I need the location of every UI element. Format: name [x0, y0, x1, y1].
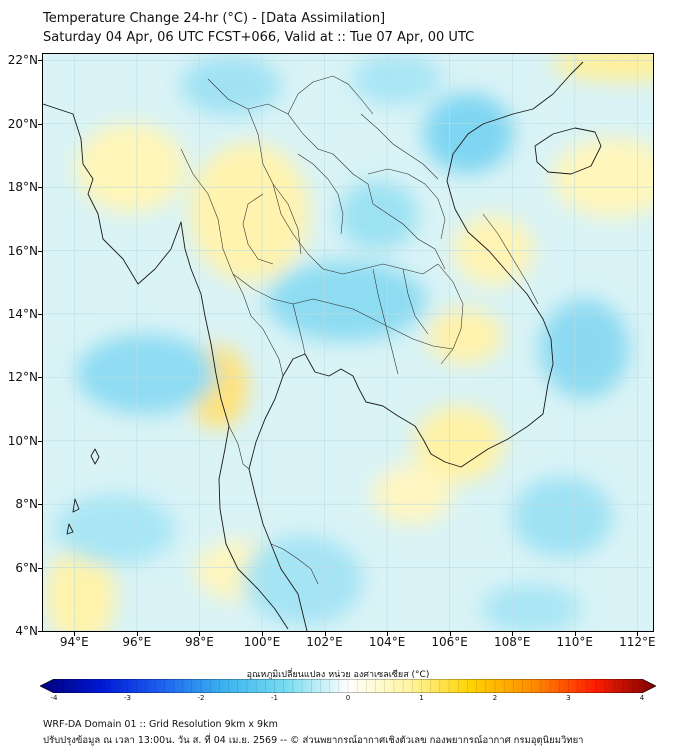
field-blob [189, 142, 310, 283]
lat-label: 22°N [7, 53, 38, 68]
lat-label: 6°N [15, 560, 38, 575]
colorbar-label: อุณหภูมิเปลี่ยนแปลง หน่วย องศาเซลเซียส (… [246, 670, 430, 680]
temperature-change-map[interactable] [42, 53, 654, 632]
lon-label: 100°E [243, 635, 281, 649]
lon-label: 98°E [184, 635, 214, 649]
colorbar-tick-label: -4 [50, 694, 58, 702]
field-blob [414, 405, 505, 482]
lat-tick [38, 123, 42, 125]
lon-tick [637, 632, 639, 636]
field-blob [539, 298, 630, 399]
colorbar-tick-label: 0 [345, 694, 351, 702]
lon-tick [449, 632, 451, 636]
field-blob [266, 261, 427, 342]
colorbar-tick-label: -1 [271, 694, 278, 702]
lat-tick [38, 440, 42, 442]
lon-label: 96°E [122, 635, 152, 649]
lat-label: 20°N [7, 116, 38, 131]
field-blob [337, 180, 418, 251]
chart-title: Temperature Change 24-hr (°C) - [Data As… [43, 11, 386, 26]
lon-label: 106°E [431, 635, 468, 649]
lon-tick [387, 632, 389, 636]
lat-tick [38, 187, 42, 189]
island-coastline [72, 498, 80, 513]
colorbar-fill [40, 679, 656, 693]
chart-subtitle: Saturday 04 Apr, 06 UTC FCST+066, Valid … [43, 30, 475, 45]
colorbar-tick-label: 1 [419, 694, 424, 702]
field-blob [512, 476, 613, 557]
colorbar-tick-label: -3 [124, 694, 131, 702]
lat-tick [38, 250, 42, 252]
lat-tick [38, 377, 42, 379]
colorbar [40, 679, 656, 693]
field-blob [372, 464, 453, 525]
lon-label: 102°E [306, 635, 343, 649]
field-blob [551, 54, 653, 82]
colorbar-tick-label: -2 [197, 694, 205, 702]
field-blob [75, 123, 186, 214]
lat-tick [38, 60, 42, 62]
lat-tick [38, 567, 42, 569]
island-coastline [66, 523, 74, 535]
lon-tick [199, 632, 201, 636]
lat-label: 16°N [7, 243, 38, 258]
field-blob [54, 494, 175, 565]
lon-tick [574, 632, 576, 636]
lat-label: 12°N [7, 370, 38, 385]
field-blob [481, 583, 581, 631]
lon-label: 104°E [368, 635, 406, 649]
colorbar-tick-label: 4 [639, 694, 645, 702]
lat-label: 8°N [15, 497, 38, 512]
colorbar-tick-label: 3 [566, 694, 571, 702]
peninsula-coastline [248, 61, 584, 631]
field-blob [552, 137, 653, 218]
lat-label: 4°N [15, 624, 38, 638]
lat-tick [38, 313, 42, 315]
lon-tick [512, 632, 514, 636]
lon-label: 110°E [556, 635, 594, 649]
island-coastline [90, 448, 100, 465]
lon-tick [324, 632, 326, 636]
lon-tick [136, 632, 138, 636]
field-blob [242, 535, 363, 626]
lat-label: 18°N [7, 180, 38, 195]
lat-tick [38, 631, 42, 632]
province-borders [180, 75, 539, 585]
lat-label: 14°N [7, 306, 38, 321]
footer-update-info: ปรับปรุงข้อมูล ณ เวลา 13:00น. วัน ส. ที่… [43, 735, 584, 746]
field-blob [180, 55, 281, 116]
coastlines [43, 61, 602, 631]
colorbar-tick-label: 2 [492, 694, 498, 702]
field-blob [351, 54, 442, 105]
lon-tick [261, 632, 263, 636]
lon-label: 94°E [59, 635, 89, 649]
field-blob [427, 308, 504, 365]
mainland-coastline [43, 103, 289, 630]
field-blob [76, 334, 217, 415]
lat-tick [38, 504, 42, 506]
hainan-coastline [534, 127, 602, 175]
footer-model-info: WRF-DA Domain 01 :: Grid Resolution 9km … [43, 719, 278, 730]
lat-label: 10°N [7, 433, 38, 448]
lon-label: 112°E [619, 635, 656, 649]
gridlines [43, 54, 653, 631]
lon-label: 108°E [493, 635, 531, 649]
lon-tick [74, 632, 76, 636]
